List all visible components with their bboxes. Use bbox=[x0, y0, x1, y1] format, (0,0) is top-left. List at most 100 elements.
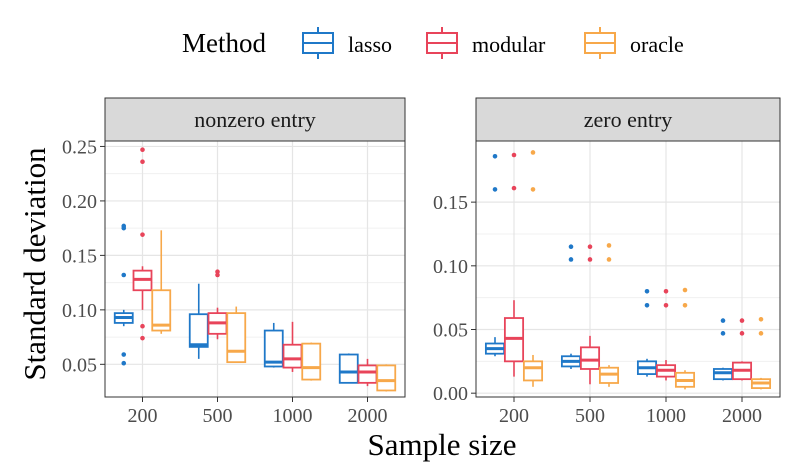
box-iqr bbox=[338, 353, 359, 384]
outlier-point bbox=[140, 147, 145, 153]
box-lasso-1000 bbox=[636, 288, 658, 377]
box-modular-500 bbox=[207, 269, 228, 340]
box-iqr bbox=[282, 343, 303, 369]
y-tick-label: 0.20 bbox=[62, 191, 97, 213]
outlier-point bbox=[663, 302, 669, 308]
panel-2: zero entry 0.00 0.05 0.10 0.15 200 500 1000 2000 bbox=[433, 97, 781, 427]
outlier-point bbox=[720, 331, 726, 336]
box-lasso-2000 bbox=[338, 353, 359, 384]
box-lasso-1000 bbox=[263, 322, 284, 368]
outlier-point bbox=[121, 360, 127, 366]
panels: nonzero entry 0.05 0.10 0.15 0.20 0.25 200 500 1… bbox=[62, 97, 781, 427]
y-tick-label: 0.05 bbox=[62, 354, 97, 376]
legend-item-modular: modular bbox=[426, 27, 546, 59]
outlier-point bbox=[215, 272, 220, 278]
box-iqr bbox=[226, 312, 247, 364]
panel-border bbox=[104, 140, 406, 398]
x-tick-label: 2000 bbox=[722, 405, 762, 427]
outlier-point bbox=[140, 159, 145, 164]
box-modular-500 bbox=[579, 244, 601, 385]
box-iqr bbox=[357, 364, 378, 384]
outlier-point bbox=[720, 318, 726, 323]
y-tick-label: 0.00 bbox=[433, 383, 468, 405]
box-iqr bbox=[151, 289, 172, 332]
y-tick-label: 0.10 bbox=[433, 256, 468, 278]
outlier-point bbox=[492, 153, 498, 159]
outlier-point bbox=[682, 302, 688, 308]
strip-title: zero entry bbox=[584, 107, 673, 132]
strip-background bbox=[104, 97, 406, 142]
outlier-point bbox=[140, 232, 145, 237]
outlier-point bbox=[739, 318, 745, 323]
x-axis-title: Sample size bbox=[368, 427, 517, 462]
panel-border bbox=[475, 140, 781, 398]
outlier-point bbox=[587, 257, 593, 262]
y-tick-label: 0.15 bbox=[62, 245, 97, 267]
outlier-point bbox=[121, 352, 127, 357]
strip-title: nonzero entry bbox=[194, 107, 316, 132]
outlier-point bbox=[121, 225, 127, 231]
panel-1: nonzero entry 0.05 0.10 0.15 0.20 0.25 200 500 1… bbox=[62, 97, 406, 427]
box-oracle-500 bbox=[598, 243, 620, 387]
outlier-point bbox=[215, 269, 220, 275]
legend-item-oracle: oracle bbox=[584, 27, 684, 59]
outlier-point bbox=[663, 288, 669, 294]
y-tick-label: 0.25 bbox=[62, 136, 97, 158]
outlier-point bbox=[511, 152, 517, 158]
box-lasso-2000 bbox=[712, 318, 734, 381]
y-tick-label: 0.05 bbox=[433, 319, 468, 341]
outlier-point bbox=[511, 185, 517, 191]
outlier-point bbox=[530, 187, 536, 192]
y-tick-label: 0.10 bbox=[62, 300, 97, 322]
legend: Method lasso modular oracle bbox=[182, 27, 684, 59]
outlier-point bbox=[758, 331, 764, 336]
outlier-point bbox=[568, 244, 574, 250]
outlier-point bbox=[492, 187, 498, 192]
box-iqr bbox=[522, 360, 544, 382]
y-axis-title: Standard deviation bbox=[17, 147, 52, 381]
box-oracle-2000 bbox=[376, 364, 397, 392]
box-modular-1000 bbox=[655, 288, 677, 381]
box-modular-1000 bbox=[282, 321, 303, 372]
x-tick-label: 1000 bbox=[273, 405, 313, 427]
box-lasso-500 bbox=[188, 283, 209, 359]
x-tick-label: 1000 bbox=[646, 405, 686, 427]
box-oracle-1000 bbox=[301, 342, 322, 381]
x-tick-label: 200 bbox=[128, 405, 158, 427]
outlier-point bbox=[121, 272, 127, 278]
box-lasso-200 bbox=[113, 223, 134, 366]
x-tick-label: 2000 bbox=[348, 405, 388, 427]
legend-item-lasso: lasso bbox=[302, 27, 392, 59]
box-modular-2000 bbox=[731, 318, 753, 381]
outlier-point bbox=[606, 257, 612, 262]
box-modular-200 bbox=[503, 152, 525, 377]
outlier-point bbox=[606, 243, 612, 248]
x-tick-label: 200 bbox=[499, 405, 529, 427]
outlier-point bbox=[644, 288, 650, 294]
legend-title: Method bbox=[182, 28, 266, 58]
box-iqr bbox=[579, 346, 601, 370]
legend-label-lasso: lasso bbox=[348, 32, 392, 57]
legend-label-oracle: oracle bbox=[630, 32, 684, 57]
outlier-point bbox=[682, 287, 688, 293]
box-iqr bbox=[188, 313, 209, 348]
legend-label-modular: modular bbox=[472, 32, 546, 57]
outlier-point bbox=[568, 257, 574, 262]
outlier-point bbox=[644, 302, 650, 308]
x-tick-label: 500 bbox=[203, 405, 233, 427]
outlier-point bbox=[587, 244, 593, 250]
outlier-point bbox=[140, 323, 145, 329]
box-oracle-200 bbox=[522, 150, 544, 387]
outlier-point bbox=[739, 331, 745, 336]
box-modular-2000 bbox=[357, 358, 378, 387]
box-oracle-200 bbox=[151, 230, 172, 334]
box-lasso-500 bbox=[560, 244, 582, 369]
box-oracle-1000 bbox=[674, 287, 696, 390]
outlier-point bbox=[758, 317, 764, 322]
box-oracle-2000 bbox=[750, 317, 772, 390]
outlier-point bbox=[140, 335, 145, 341]
box-oracle-500 bbox=[226, 306, 247, 364]
y-tick-label: 0.15 bbox=[433, 192, 468, 214]
box-iqr bbox=[301, 342, 322, 381]
